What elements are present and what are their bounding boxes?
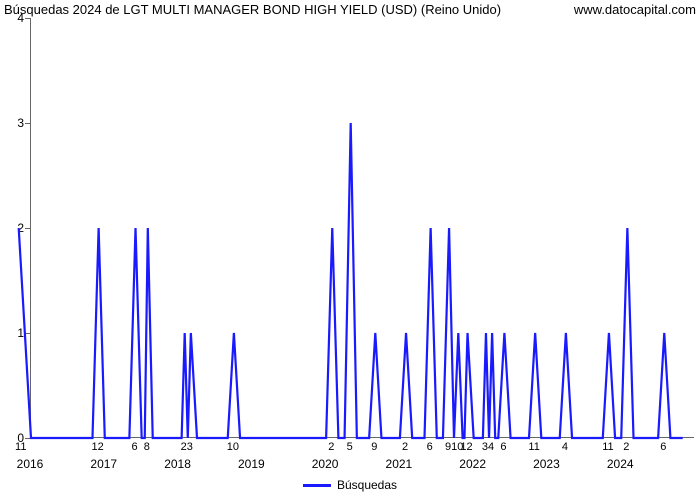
x-tick-month: 11 bbox=[15, 441, 26, 453]
y-tick-label: 4 bbox=[0, 11, 24, 25]
x-tick-year: 2018 bbox=[164, 457, 191, 471]
y-tick-label: 1 bbox=[0, 326, 24, 340]
y-tick-mark bbox=[25, 438, 30, 439]
legend-swatch bbox=[303, 484, 331, 487]
x-tick-month: 6 bbox=[660, 441, 666, 453]
x-tick-month: 5 bbox=[347, 441, 353, 453]
x-tick-month: 23 bbox=[181, 441, 193, 453]
x-tick-year: 2022 bbox=[459, 457, 486, 471]
x-tick-month: 4 bbox=[562, 441, 568, 453]
x-tick-year: 2024 bbox=[607, 457, 634, 471]
y-tick-label: 2 bbox=[0, 221, 24, 235]
x-tick-month: 2 bbox=[402, 441, 408, 453]
x-tick-month: 11 bbox=[602, 441, 613, 453]
x-tick-month: 6 bbox=[427, 441, 433, 453]
x-tick-month: 34 bbox=[482, 441, 494, 453]
series-line bbox=[31, 18, 695, 438]
legend-label: Búsquedas bbox=[337, 478, 397, 492]
x-tick-year: 2020 bbox=[312, 457, 339, 471]
x-tick-month: 8 bbox=[144, 441, 150, 453]
x-tick-month: 6 bbox=[131, 441, 137, 453]
x-tick-month: 2 bbox=[328, 441, 334, 453]
x-tick-year: 2017 bbox=[90, 457, 117, 471]
watermark-text: www.datocapital.com bbox=[574, 2, 696, 17]
x-tick-month: 12 bbox=[460, 441, 472, 453]
x-tick-year: 2016 bbox=[17, 457, 44, 471]
x-tick-month: 9 bbox=[371, 441, 377, 453]
chart-title: Búsquedas 2024 de LGT MULTI MANAGER BOND… bbox=[4, 2, 501, 17]
x-tick-year: 2019 bbox=[238, 457, 265, 471]
legend: Búsquedas bbox=[303, 478, 397, 492]
y-tick-label: 3 bbox=[0, 116, 24, 130]
x-tick-month: 2 bbox=[623, 441, 629, 453]
x-tick-month: 12 bbox=[92, 441, 104, 453]
x-tick-month: 11 bbox=[528, 441, 539, 453]
line-chart: Búsquedas 2024 de LGT MULTI MANAGER BOND… bbox=[0, 0, 700, 500]
plot-area bbox=[30, 18, 694, 438]
data-polyline bbox=[19, 123, 683, 438]
x-tick-year: 2021 bbox=[386, 457, 413, 471]
x-tick-year: 2023 bbox=[533, 457, 560, 471]
x-tick-month: 10 bbox=[227, 441, 239, 453]
x-tick-month: 6 bbox=[500, 441, 506, 453]
